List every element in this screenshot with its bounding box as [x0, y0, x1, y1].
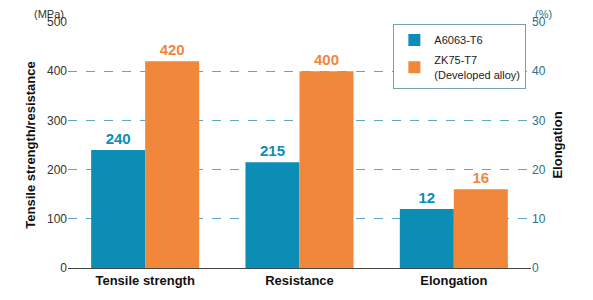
svg-text:300: 300 — [47, 114, 67, 128]
svg-text:Elongation: Elongation — [550, 111, 565, 178]
svg-text:20: 20 — [532, 163, 546, 177]
svg-text:500: 500 — [47, 15, 67, 29]
svg-text:0: 0 — [532, 261, 539, 275]
svg-text:ZK75-T7(Developed alloy): ZK75-T7(Developed alloy) — [434, 54, 520, 80]
svg-text:400: 400 — [314, 51, 339, 68]
svg-text:200: 200 — [47, 163, 67, 177]
svg-text:Elongation: Elongation — [420, 273, 487, 288]
svg-text:16: 16 — [472, 169, 489, 186]
svg-text:400: 400 — [47, 64, 67, 78]
svg-text:10: 10 — [532, 212, 546, 226]
svg-text:(%): (%) — [535, 8, 552, 20]
svg-text:40: 40 — [532, 64, 546, 78]
svg-text:0: 0 — [60, 261, 67, 275]
svg-text:Tensile strength: Tensile strength — [95, 273, 195, 288]
svg-text:30: 30 — [532, 114, 546, 128]
svg-text:A6063-T6: A6063-T6 — [434, 34, 482, 46]
svg-text:Resistance: Resistance — [265, 273, 334, 288]
svg-text:Tensile strength/resistance: Tensile strength/resistance — [23, 61, 38, 228]
svg-text:(MPa): (MPa) — [34, 8, 64, 20]
svg-text:50: 50 — [532, 15, 546, 29]
svg-text:420: 420 — [160, 41, 185, 58]
svg-text:215: 215 — [260, 142, 285, 159]
svg-text:12: 12 — [418, 189, 435, 206]
svg-text:240: 240 — [106, 130, 131, 147]
svg-text:100: 100 — [47, 212, 67, 226]
